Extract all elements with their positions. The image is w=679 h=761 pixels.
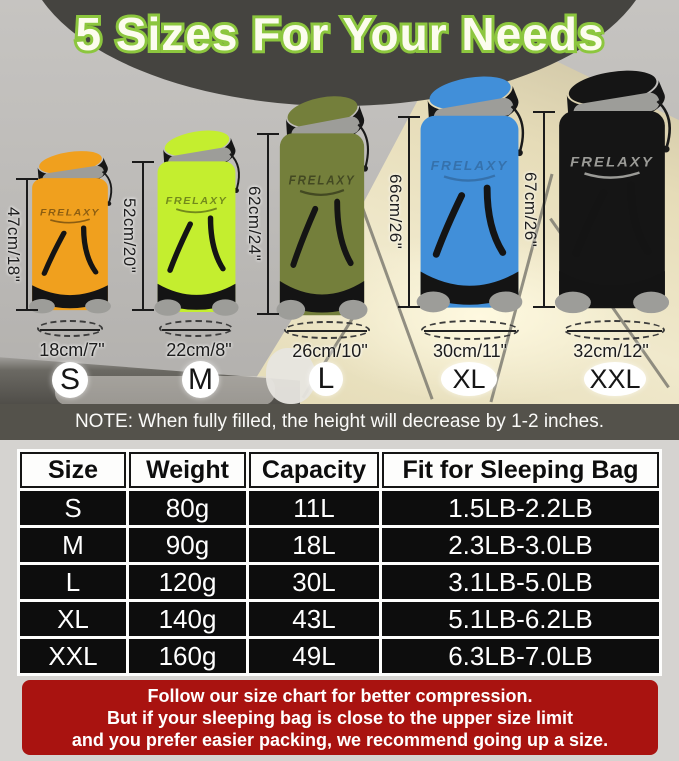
size-badge-l: L <box>309 362 343 396</box>
cell-size: XXL <box>20 639 126 673</box>
stuff-sack-xl <box>401 72 538 319</box>
recommendation-line: But if your sleeping bag is close to the… <box>106 707 574 728</box>
table-row: S 80g 11L 1.5LB-2.2LB <box>20 491 659 525</box>
cell-size: L <box>20 565 126 599</box>
height-ruler-s <box>16 178 38 311</box>
recommendation-box: Follow our size chart for better compres… <box>22 680 658 755</box>
base-outline-xl <box>421 320 519 340</box>
note-bar: NOTE: When fully filled, the height will… <box>0 404 679 440</box>
size-badge-xxl: XXL <box>584 362 646 396</box>
cell-fit: 1.5LB-2.2LB <box>382 491 659 525</box>
ground-sheet <box>55 376 275 404</box>
cell-capacity: 11L <box>249 491 379 525</box>
stuff-sack-s <box>17 148 123 318</box>
cell-weight: 80g <box>129 491 246 525</box>
size-badge-s: S <box>52 362 88 398</box>
height-label-xxl: 67cm/26" <box>521 171 540 248</box>
height-ruler-m <box>132 161 154 311</box>
size-badge-m: M <box>182 361 219 398</box>
stuff-sack-l <box>263 92 381 326</box>
cell-fit: 2.3LB-3.0LB <box>382 528 659 562</box>
height-label-xl: 66cm/26" <box>386 174 405 250</box>
table-row: M 90g 18L 2.3LB-3.0LB <box>20 528 659 562</box>
page-title: 5 Sizes For Your Needs <box>75 8 604 60</box>
height-label-m: 52cm/20" <box>120 198 139 274</box>
table-row: XXL 160g 49L 6.3LB-7.0LB <box>20 639 659 673</box>
cell-weight: 90g <box>129 528 246 562</box>
table-row: XL 140g 43L 5.1LB-6.2LB <box>20 602 659 636</box>
cell-capacity: 43L <box>249 602 379 636</box>
height-ruler-l <box>257 133 279 315</box>
table-row: L 120g 30L 3.1LB-5.0LB <box>20 565 659 599</box>
recommendation-line: and you prefer easier packing, we recomm… <box>71 729 609 750</box>
fabric-pile <box>266 348 316 404</box>
cell-weight: 120g <box>129 565 246 599</box>
page-title-svg: 5 Sizes For Your Needs <box>72 5 606 63</box>
cell-fit: 3.1LB-5.0LB <box>382 565 659 599</box>
height-ruler-xl <box>398 116 420 308</box>
base-outline-s <box>37 320 103 337</box>
col-header-capacity: Capacity <box>249 452 379 488</box>
width-label-m: 22cm/8" <box>166 340 232 360</box>
table-header-row: Size Weight Capacity Fit for Sleeping Ba… <box>20 452 659 488</box>
cell-capacity: 49L <box>249 639 379 673</box>
cell-size: XL <box>20 602 126 636</box>
stuff-sack-xxl <box>538 66 679 320</box>
height-label-l: 62cm/24" <box>245 186 264 262</box>
cell-fit: 6.3LB-7.0LB <box>382 639 659 673</box>
cell-capacity: 18L <box>249 528 379 562</box>
width-label-xxl: 32cm/12" <box>573 341 649 361</box>
size-badge-xl: XL <box>441 362 497 396</box>
cell-fit: 5.1LB-6.2LB <box>382 602 659 636</box>
cell-weight: 160g <box>129 639 246 673</box>
height-label-s: 47cm/18" <box>4 206 23 283</box>
width-label-xl: 30cm/11" <box>432 341 508 361</box>
stuff-sack-m <box>142 127 251 321</box>
width-label-l: 26cm/10" <box>292 341 368 361</box>
base-outline-l <box>284 321 370 339</box>
cell-capacity: 30L <box>249 565 379 599</box>
note-text: NOTE: When fully filled, the height will… <box>74 411 605 432</box>
cell-weight: 140g <box>129 602 246 636</box>
col-header-size: Size <box>20 452 126 488</box>
recommendation-line: Follow our size chart for better compres… <box>147 685 533 706</box>
col-header-weight: Weight <box>129 452 246 488</box>
height-ruler-xxl <box>533 111 555 308</box>
size-table: Size Weight Capacity Fit for Sleeping Ba… <box>17 449 662 676</box>
col-header-fit: Fit for Sleeping Bag <box>382 452 659 488</box>
width-label-s: 18cm/7" <box>39 340 105 360</box>
cell-size: M <box>20 528 126 562</box>
base-outline-m <box>159 320 233 337</box>
cell-size: S <box>20 491 126 525</box>
base-outline-xxl <box>564 320 665 340</box>
